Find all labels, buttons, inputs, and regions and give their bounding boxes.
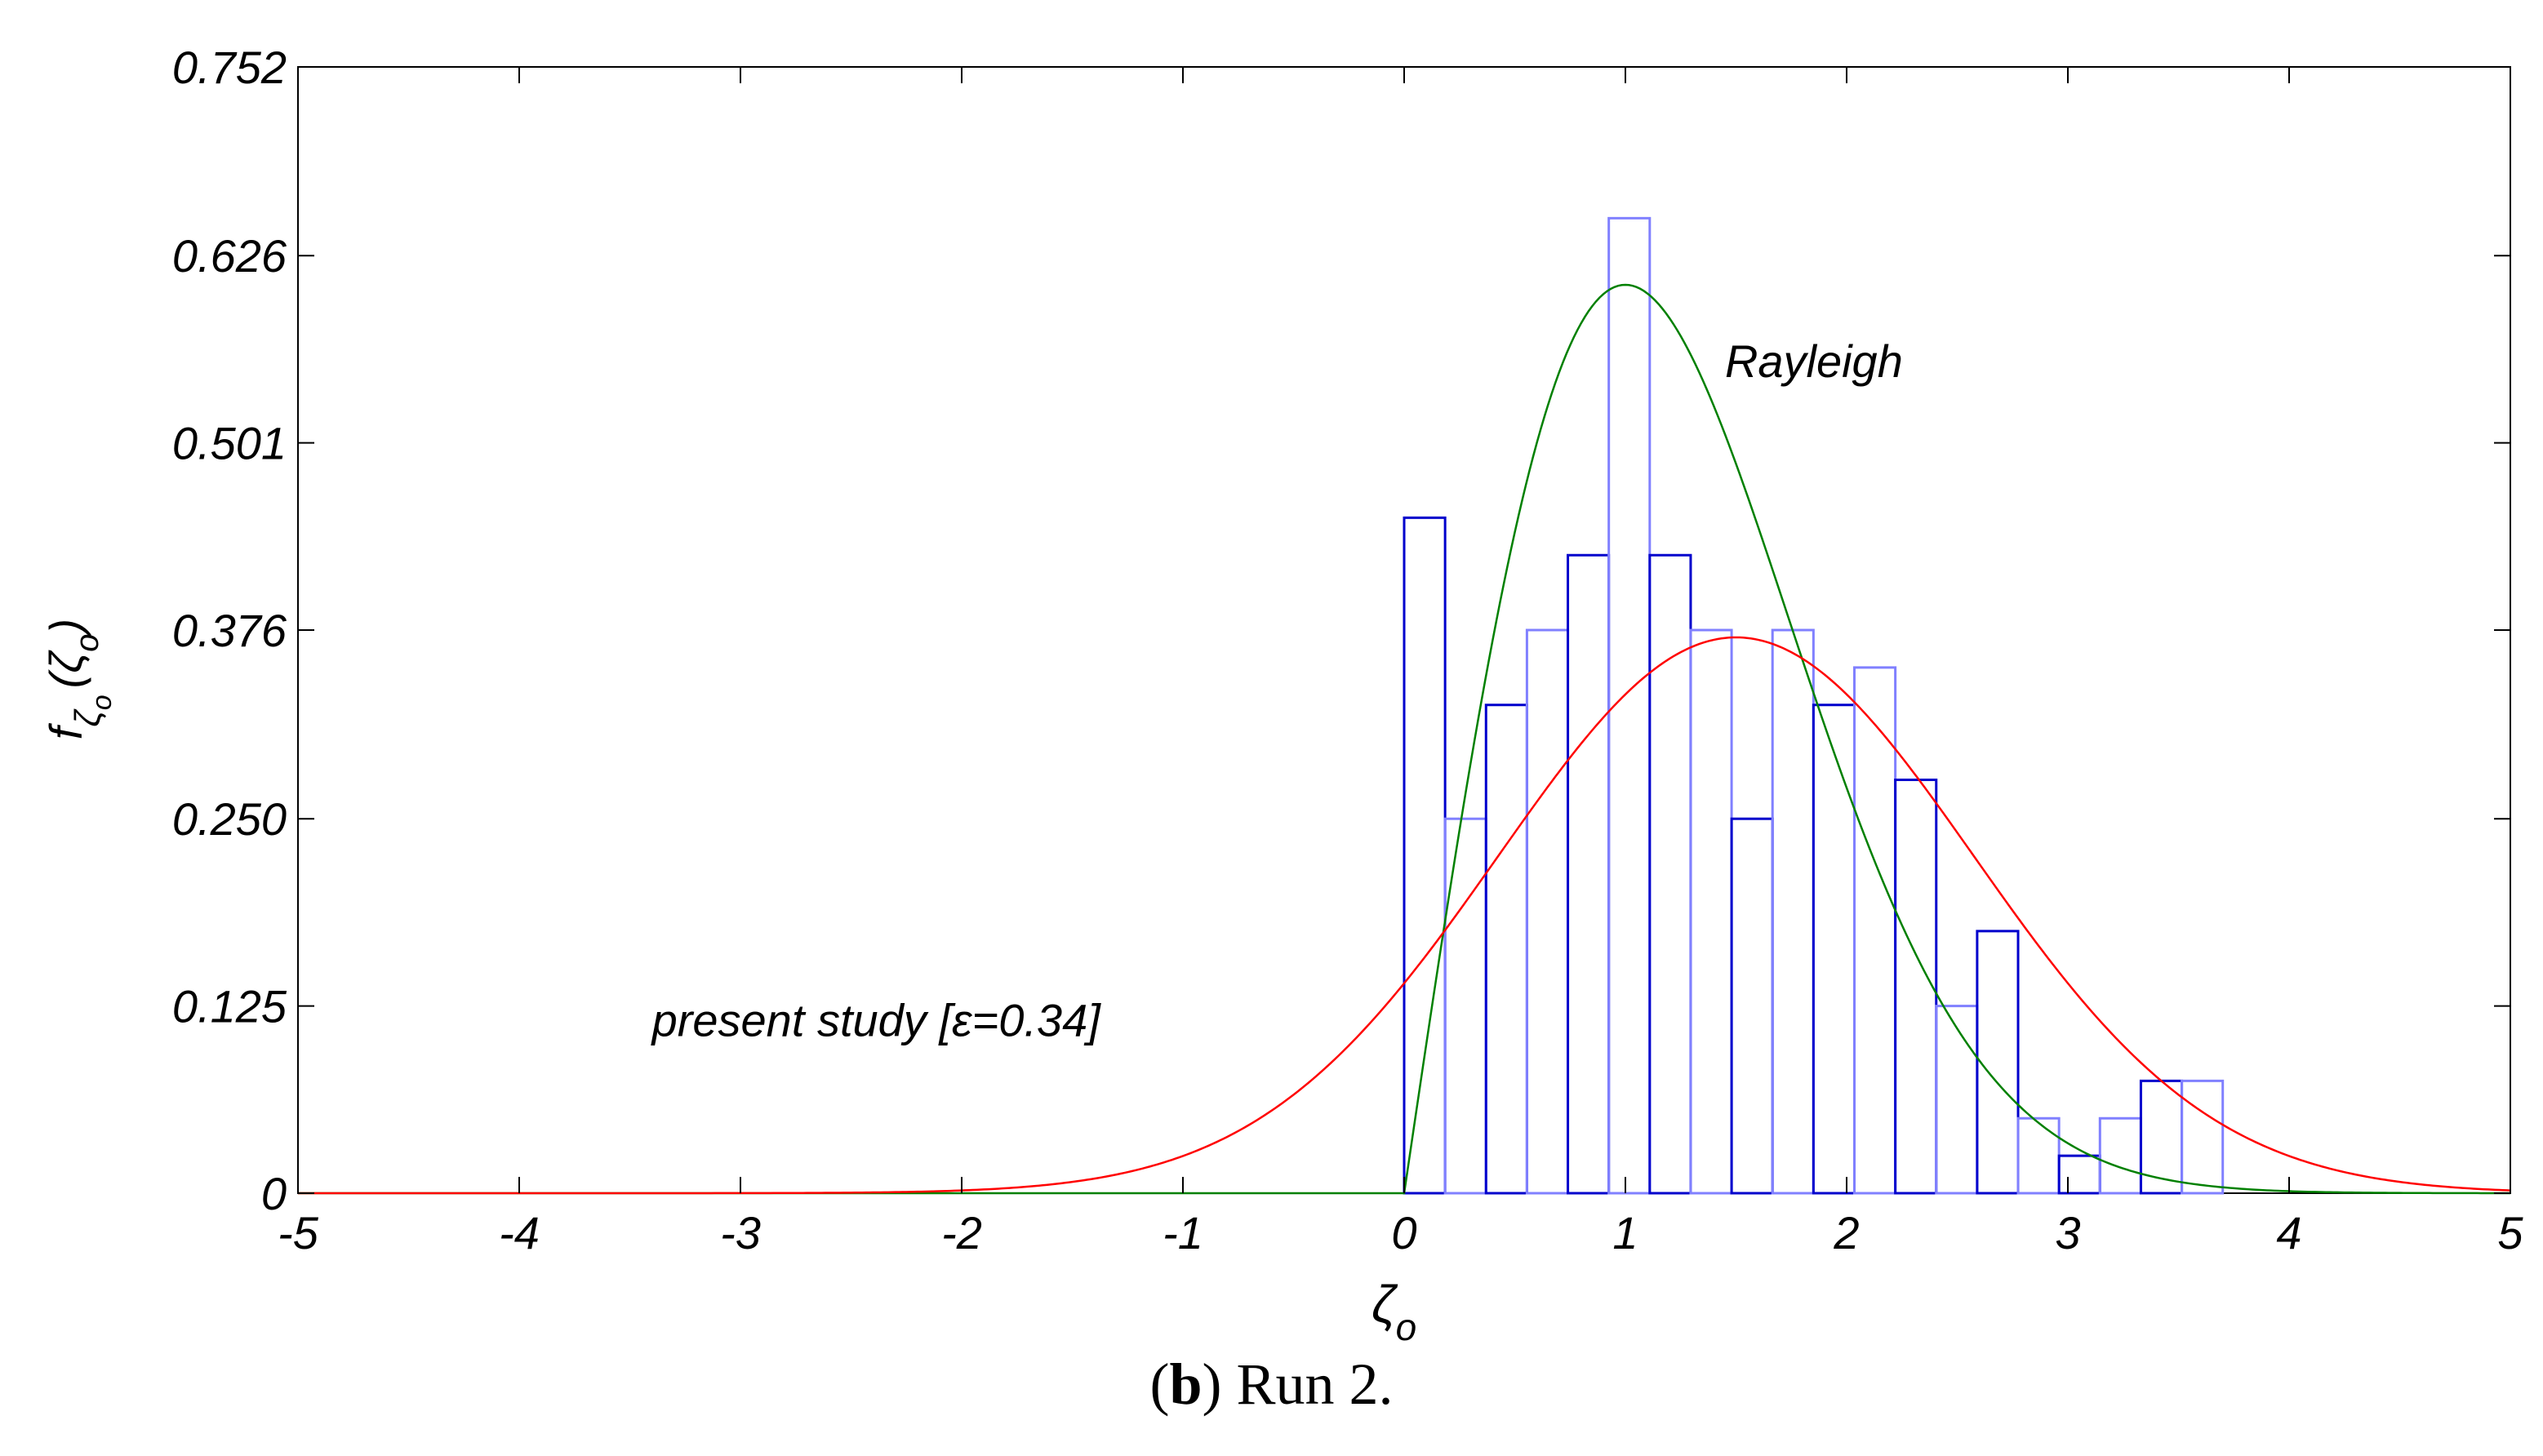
x-tick-label: 1	[1612, 1207, 1638, 1258]
x-axis-label: ζo	[1372, 1275, 1416, 1348]
annotation-label: present study [ε=0.34]	[651, 994, 1102, 1045]
x-tick-label: -5	[278, 1207, 319, 1258]
histogram-bars	[1403, 216, 2225, 1195]
x-tick-label: 4	[2276, 1207, 2301, 1258]
annotation-label: Rayleigh	[1725, 335, 1903, 387]
y-tick-label: 0.752	[172, 42, 287, 93]
figure-caption: (b) Run 2.	[0, 1351, 2543, 1418]
series-line-normal	[298, 636, 2511, 1195]
histogram-bar	[1894, 779, 1938, 1195]
x-tick-label: 5	[2497, 1207, 2523, 1258]
caption-open: (	[1149, 1352, 1170, 1417]
y-tick-label: 0.250	[172, 793, 287, 845]
x-tick-label: 0	[1391, 1207, 1416, 1258]
histogram-bar	[2181, 1079, 2225, 1195]
x-tick-label: -4	[499, 1207, 540, 1258]
y-axis-label: fζo(ζo)	[40, 619, 118, 739]
histogram-bar	[1976, 930, 2020, 1195]
annotations: Rayleigh present study [ε=0.34]	[651, 335, 1903, 1045]
x-tick-label: -2	[941, 1207, 982, 1258]
y-tick-label: 0	[261, 1168, 287, 1219]
y-tick-label: 0.626	[172, 230, 287, 282]
y-tick-label: 0.376	[172, 605, 287, 656]
y-axis-label-text: fζo(ζo)	[40, 619, 118, 739]
y-tick-label: 0.125	[172, 981, 287, 1032]
y-tick-label: 0.501	[172, 418, 287, 469]
axis-labels: ζo fζo(ζo)	[40, 619, 1416, 1348]
axis-ticks: -5 -4 -3 -2 -1 0 1 2 3 4 5 0 0.125 0.250 0.376 0.501 0.6…	[172, 42, 2524, 1258]
x-tick-label: -1	[1163, 1207, 1203, 1258]
caption-letter: b	[1169, 1352, 1203, 1417]
x-tick-label: 2	[1833, 1207, 1859, 1258]
x-tick-label: 3	[2055, 1207, 2080, 1258]
x-tick-label: -3	[720, 1207, 761, 1258]
caption-text: ) Run 2.	[1202, 1352, 1394, 1417]
